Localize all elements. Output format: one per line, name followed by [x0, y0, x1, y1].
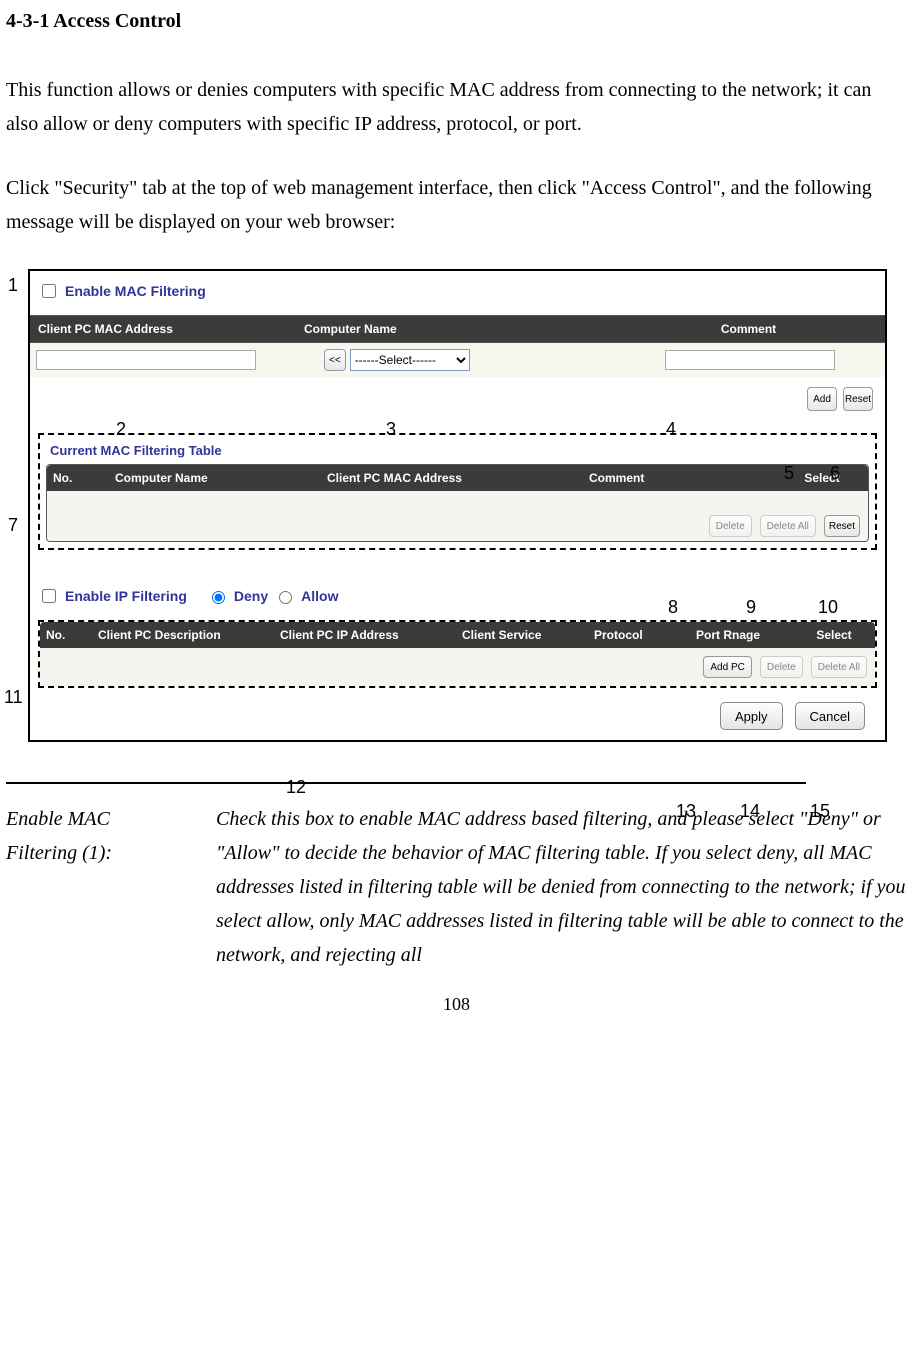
mac-add-header: Client PC MAC Address Computer Name Comm… — [30, 315, 885, 343]
callout-2: 2 — [116, 419, 126, 440]
callout-6: 6 — [830, 463, 840, 484]
ip-th-ip: Client PC IP Address — [274, 622, 456, 648]
ip-deny-radio[interactable] — [212, 591, 225, 604]
callout-7: 7 — [8, 515, 18, 536]
insert-mac-button[interactable]: << — [324, 349, 346, 371]
mac-add-button[interactable]: Add — [807, 387, 837, 411]
separator-line — [6, 782, 806, 784]
ip-th-service: Client Service — [456, 622, 588, 648]
description-row: Enable MAC Filtering (1): Check this box… — [6, 802, 907, 972]
computer-name-select[interactable]: ------Select------ — [350, 349, 470, 371]
callout-1: 1 — [8, 275, 18, 296]
description-term-line2: Filtering (1): — [6, 842, 112, 864]
callout-12: 12 — [286, 777, 306, 798]
callout-3: 3 — [386, 419, 396, 440]
mac-delete-all-button[interactable]: Delete All — [760, 515, 816, 537]
mac-table-body — [47, 491, 868, 511]
screenshot-wrapper: 1 2 3 4 5 6 7 8 9 10 11 12 13 14 15 Enab… — [6, 269, 907, 742]
callout-5: 5 — [784, 463, 794, 484]
ip-table-header: No. Client PC Description Client PC IP A… — [40, 622, 875, 648]
callout-14: 14 — [740, 801, 760, 822]
ip-addpc-button[interactable]: Add PC — [703, 656, 751, 678]
intro-paragraph-1: This function allows or denies computers… — [6, 73, 907, 141]
enable-ip-filtering-label: Enable IP Filtering — [65, 588, 187, 604]
callout-4: 4 — [666, 419, 676, 440]
enable-mac-filtering-checkbox[interactable] — [42, 284, 56, 298]
description-term-line1: Enable MAC — [6, 808, 110, 830]
ip-delete-button[interactable]: Delete — [760, 656, 803, 678]
callout-13: 13 — [676, 801, 696, 822]
mac-header-macaddr: Client PC MAC Address — [30, 316, 296, 342]
mac-comment-input[interactable] — [665, 350, 835, 370]
callout-8: 8 — [668, 597, 678, 618]
callout-15: 15 — [810, 801, 830, 822]
enable-mac-filtering-label: Enable MAC Filtering — [65, 283, 206, 299]
description-body: Check this box to enable MAC address bas… — [216, 802, 907, 972]
ip-th-no: No. — [40, 622, 92, 648]
mac-filtering-table-region: Current MAC Filtering Table No. Computer… — [38, 433, 877, 550]
ip-allow-label: Allow — [301, 588, 338, 604]
mac-add-row: << ------Select------ — [30, 343, 885, 377]
mac-header-comment: Comment — [612, 316, 885, 342]
mac-delete-button[interactable]: Delete — [709, 515, 752, 537]
mac-th-client-mac: Client PC MAC Address — [321, 465, 583, 491]
ip-delete-all-button[interactable]: Delete All — [811, 656, 867, 678]
page-number: 108 — [6, 994, 907, 1015]
callout-9: 9 — [746, 597, 756, 618]
mac-address-input[interactable] — [36, 350, 256, 370]
enable-ip-filtering-checkbox[interactable] — [42, 589, 56, 603]
mac-th-no: No. — [47, 465, 109, 491]
mac-header-computer-name: Computer Name — [296, 316, 612, 342]
cancel-button[interactable]: Cancel — [795, 702, 865, 730]
access-control-screenshot: Enable MAC Filtering Client PC MAC Addre… — [28, 269, 887, 742]
description-term: Enable MAC Filtering (1): — [6, 802, 216, 972]
mac-th-computer-name: Computer Name — [109, 465, 321, 491]
ip-th-port: Port Rnage — [690, 622, 793, 648]
intro-paragraph-2: Click "Security" tab at the top of web m… — [6, 171, 907, 239]
callout-10: 10 — [818, 597, 838, 618]
section-title: 4-3-1 Access Control — [6, 10, 907, 33]
mac-table-header: No. Computer Name Client PC MAC Address … — [47, 465, 868, 491]
mac-table-reset-button[interactable]: Reset — [824, 515, 860, 537]
ip-th-select: Select — [793, 622, 875, 648]
ip-filtering-table-region: No. Client PC Description Client PC IP A… — [38, 620, 877, 688]
ip-th-desc: Client PC Description — [92, 622, 274, 648]
callout-11: 11 — [4, 687, 23, 708]
ip-deny-label: Deny — [234, 588, 268, 604]
ip-th-protocol: Protocol — [588, 622, 690, 648]
mac-reset-button[interactable]: Reset — [843, 387, 873, 411]
mac-th-comment: Comment — [583, 465, 776, 491]
ip-allow-radio[interactable] — [279, 591, 292, 604]
apply-button[interactable]: Apply — [720, 702, 783, 730]
mac-table-title: Current MAC Filtering Table — [46, 439, 869, 464]
